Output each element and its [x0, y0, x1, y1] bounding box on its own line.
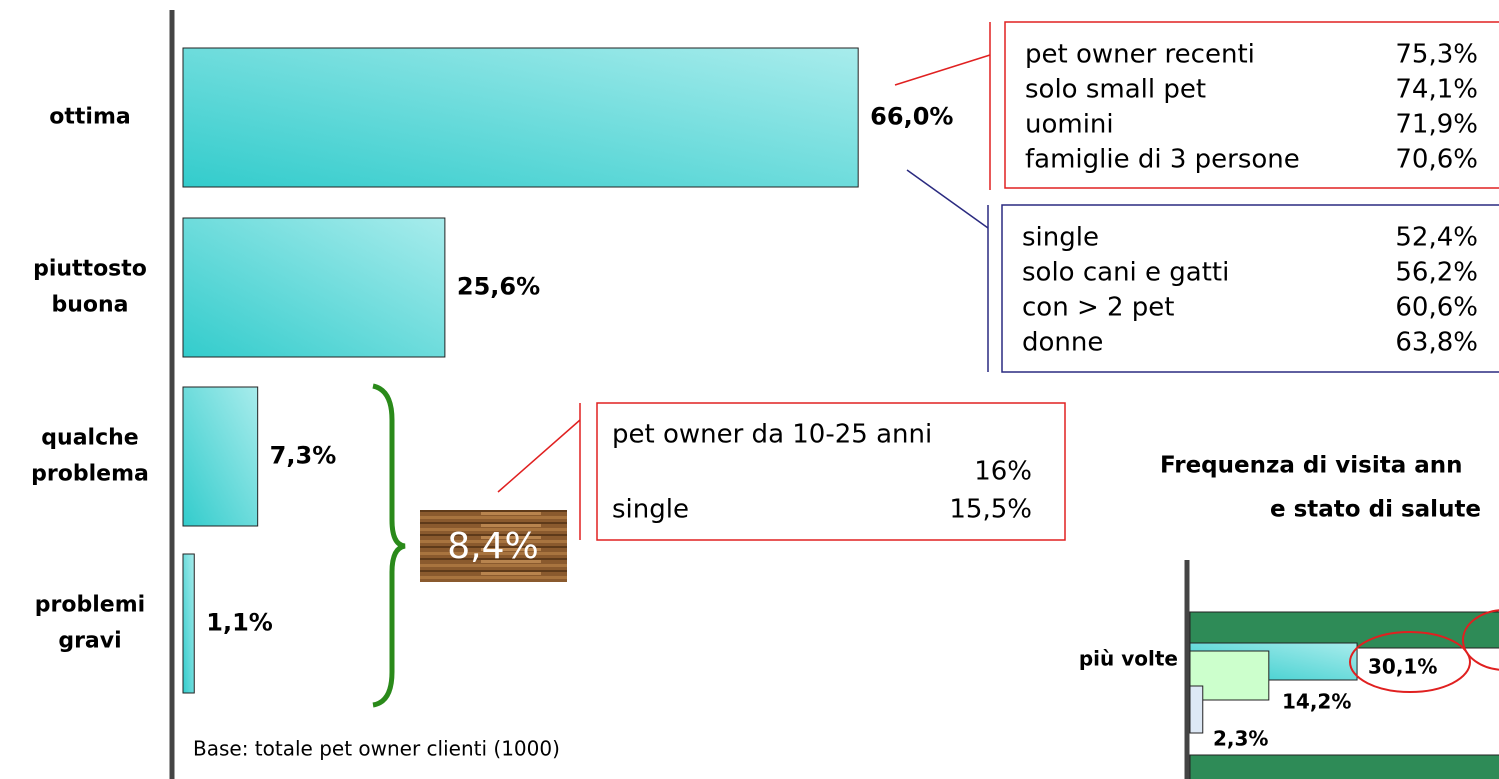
callout-value: 74,1%: [1395, 75, 1478, 105]
group-total: 8,4%: [447, 526, 538, 567]
callout-label: single: [1022, 223, 1099, 253]
callout-value: 56,2%: [1395, 258, 1478, 288]
chart-title: e stato di salute: [1270, 497, 1481, 523]
callout-box: [1001, 204, 1499, 373]
callout-value: 71,9%: [1395, 110, 1478, 140]
chart-title: Frequenza di visita ann: [1160, 453, 1463, 479]
callout-box: [1004, 21, 1499, 189]
callout-label: single: [612, 495, 689, 525]
callout-label: famiglie di 3 persone: [1025, 145, 1300, 175]
bar: [182, 553, 195, 694]
callout-value: 63,8%: [1395, 328, 1478, 358]
bar: [1189, 685, 1204, 734]
value-label: 25,6%: [457, 273, 540, 301]
callout-value: 70,6%: [1395, 145, 1478, 175]
callout-label: solo cani e gatti: [1022, 258, 1229, 288]
callout-label: con > 2 pet: [1022, 293, 1175, 323]
highlight: [1349, 631, 1471, 693]
callout-value: 75,3%: [1395, 40, 1478, 70]
highlight: [1462, 609, 1499, 671]
callout-value: 52,4%: [1395, 223, 1478, 253]
callout-label: pet owner da 10-25 anni: [612, 420, 932, 450]
callout-value: 15,5%: [949, 495, 1032, 525]
bar: [1189, 611, 1499, 649]
value-label: 7,3%: [270, 442, 337, 470]
category-label: piuttosto buona: [33, 257, 147, 318]
value-label: 2,3%: [1213, 727, 1268, 751]
connector: [894, 54, 991, 86]
category-label: problemi gravi: [35, 593, 145, 654]
bar: [182, 47, 859, 188]
bar: [182, 386, 259, 527]
connector: [497, 419, 581, 493]
callout-label: pet owner recenti: [1025, 40, 1255, 70]
callout-box: [596, 402, 1066, 541]
value-label: 14,2%: [1282, 690, 1351, 714]
bar: [1189, 754, 1499, 779]
callout-value: 60,6%: [1395, 293, 1478, 323]
value-label: 30,1%: [1368, 655, 1437, 679]
bar: [182, 217, 446, 358]
category-label: ottima: [49, 105, 130, 130]
note: Base: totale pet owner clienti (1000): [193, 737, 560, 761]
badge: [420, 510, 567, 582]
category-label: qualche problema: [31, 426, 149, 487]
category-label: più volte: [1079, 647, 1178, 671]
callout-label: solo small pet: [1025, 75, 1206, 105]
value-label: 66,0%: [870, 103, 953, 131]
value-label: 1,1%: [206, 609, 273, 637]
callout-value: 16%: [974, 457, 1032, 487]
callout-label: donne: [1022, 328, 1103, 358]
callout-label: uomini: [1025, 110, 1114, 140]
brace: [372, 383, 406, 708]
connector: [906, 169, 989, 229]
